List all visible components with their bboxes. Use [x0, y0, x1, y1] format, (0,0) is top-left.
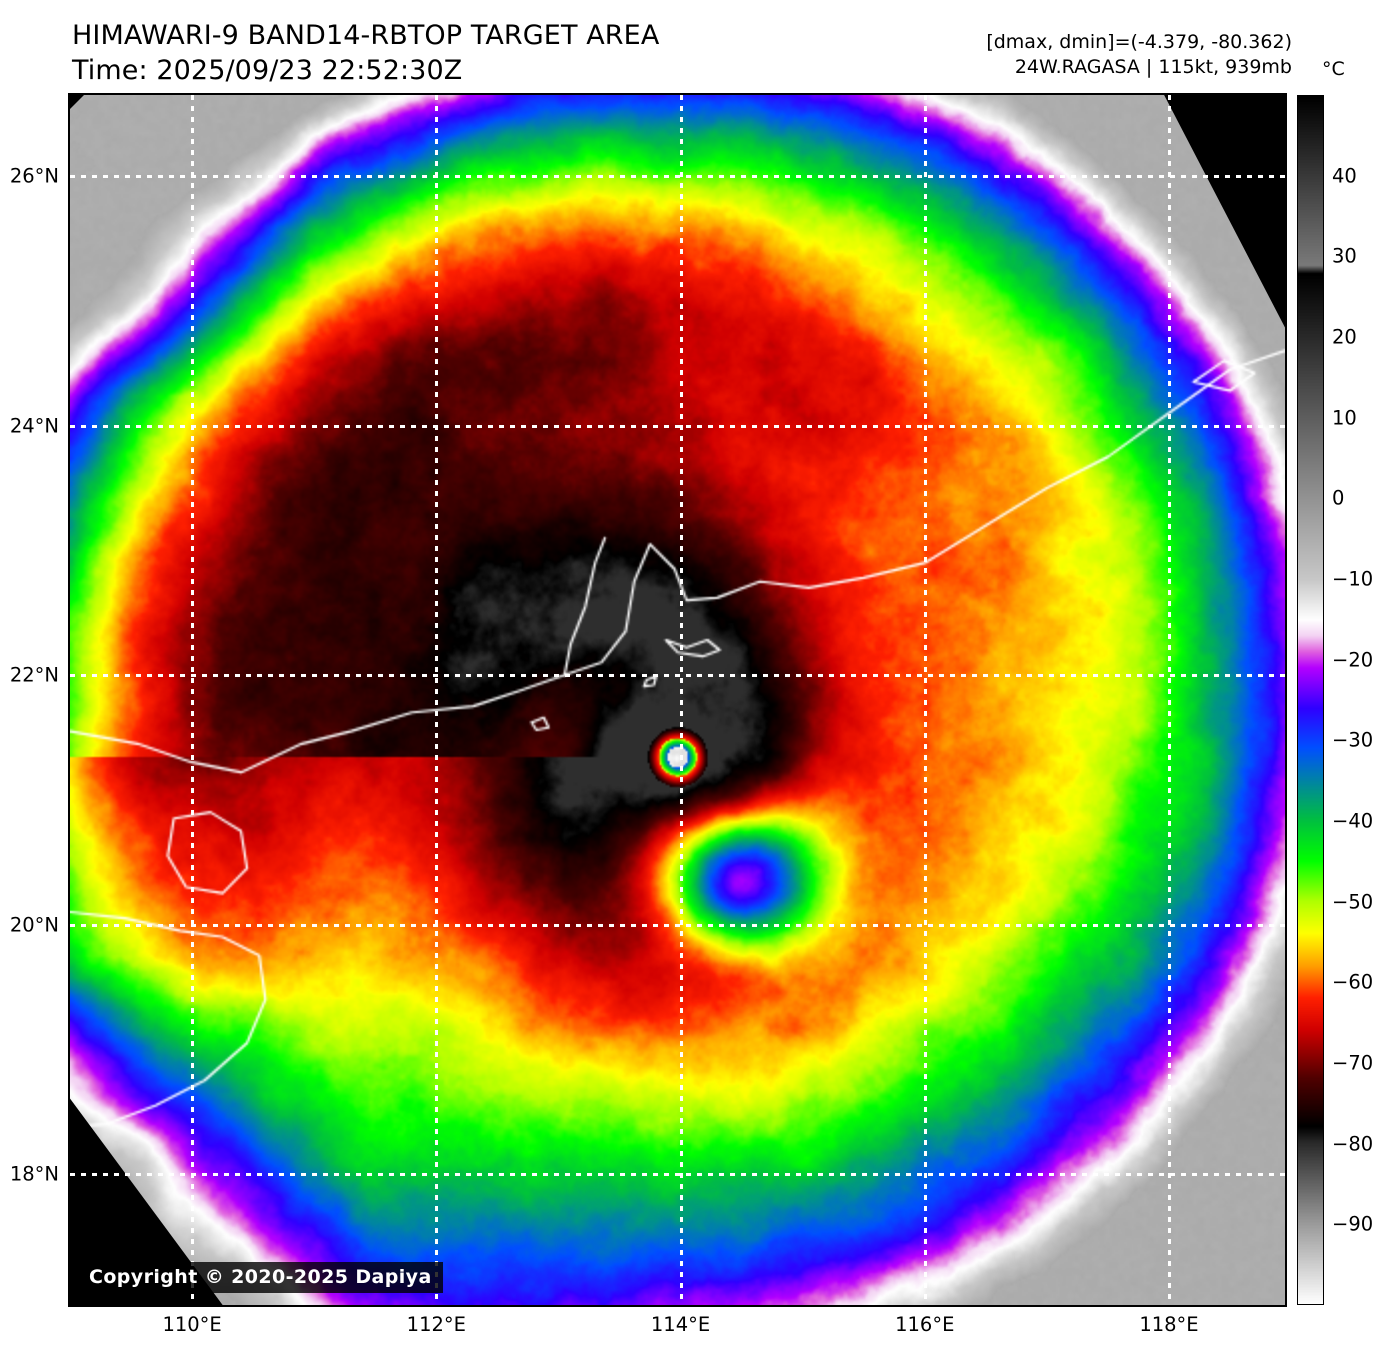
colorbar-tick--90: −90	[1332, 1212, 1374, 1236]
y-axis-tick-20: 20°N	[9, 913, 59, 937]
colorbar-canvas	[1298, 96, 1323, 1304]
colorbar-tick-0: 0	[1332, 486, 1345, 510]
header-meta-block: [dmax, dmin]=(-4.379, -80.362) 24W.RAGAS…	[986, 30, 1292, 80]
copyright-watermark: Copyright © 2020-2025 Dapiya	[78, 1262, 443, 1293]
x-axis-tick-110: 110°E	[162, 1313, 222, 1336]
colorbar-tick--40: −40	[1332, 809, 1374, 833]
colorbar-tick--80: −80	[1332, 1132, 1374, 1156]
y-axis-tick-22: 22°N	[9, 663, 59, 687]
colorbar-gradient	[1298, 96, 1323, 1304]
timestamp-label: Time: 2025/09/23 22:52:30Z	[72, 55, 463, 87]
x-axis-tick-116: 116°E	[895, 1313, 955, 1336]
y-axis-tick-24: 24°N	[9, 414, 59, 438]
x-axis-tick-118: 118°E	[1139, 1313, 1199, 1336]
page-title: HIMAWARI-9 BAND14-RBTOP TARGET AREA	[72, 20, 660, 51]
colorbar-tick-30: 30	[1332, 244, 1357, 268]
x-axis-tick-112: 112°E	[406, 1313, 466, 1336]
colorbar-tick-10: 10	[1332, 406, 1357, 430]
colorbar-tick--30: −30	[1332, 728, 1374, 752]
colorbar-tick-20: 20	[1332, 325, 1357, 349]
colorbar-tick-40: 40	[1332, 164, 1357, 188]
colorbar[interactable]	[1297, 95, 1324, 1305]
colorbar-tick--60: −60	[1332, 970, 1374, 994]
colorbar-tick--10: −10	[1332, 567, 1374, 591]
infrared-brightness-temperature-canvas	[70, 95, 1285, 1305]
dmax-dmin-label: [dmax, dmin]=(-4.379, -80.362)	[986, 31, 1292, 53]
y-axis-tick-18: 18°N	[9, 1162, 59, 1186]
x-axis-tick-114: 114°E	[650, 1313, 711, 1336]
colorbar-tick--70: −70	[1332, 1051, 1374, 1075]
y-axis-tick-26: 26°N	[9, 164, 59, 188]
storm-info-label: 24W.RAGASA | 115kt, 939mb	[1014, 56, 1292, 79]
satellite-imagery-layer	[70, 95, 1285, 1305]
colorbar-tick--20: −20	[1332, 648, 1374, 672]
header-title-block: HIMAWARI-9 BAND14-RBTOP TARGET AREA Time…	[72, 18, 659, 88]
colorbar-unit-label: °C	[1322, 58, 1345, 80]
colorbar-tick--50: −50	[1332, 890, 1374, 914]
satellite-image-plot[interactable]: Copyright © 2020-2025 Dapiya	[70, 95, 1285, 1305]
